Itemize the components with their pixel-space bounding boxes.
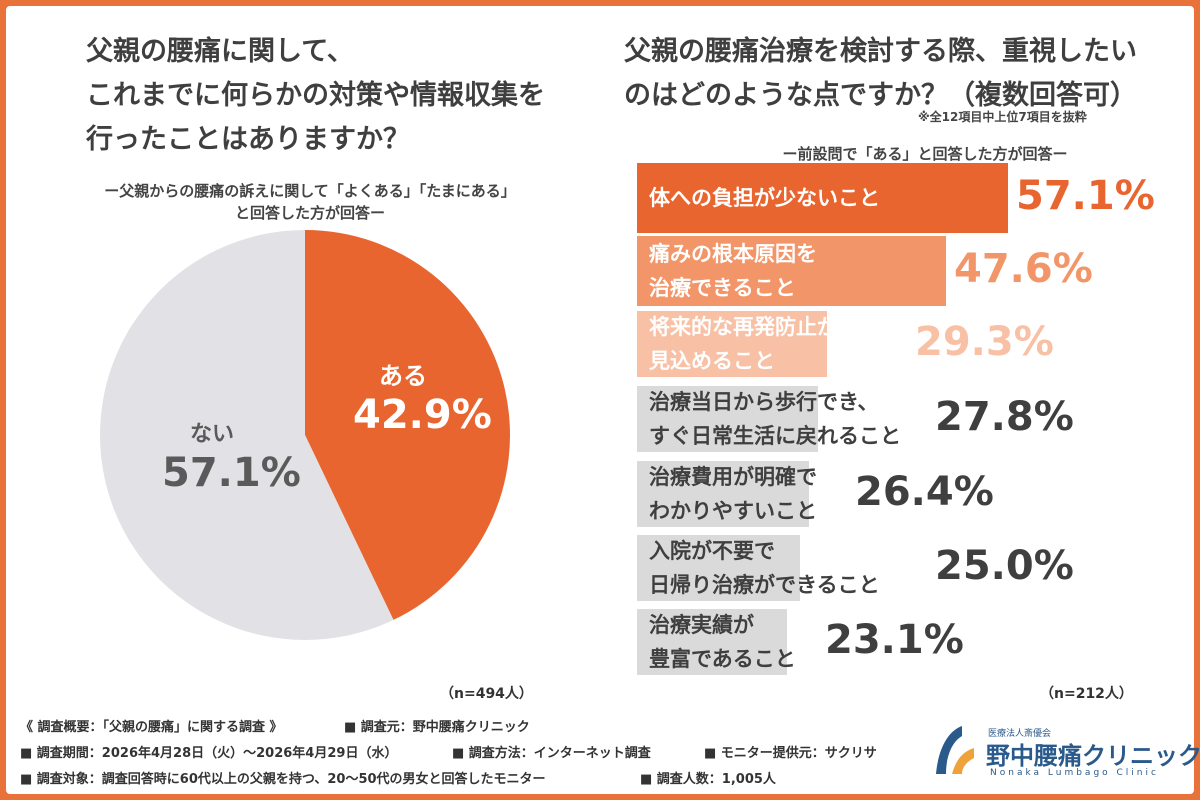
pie-slice-nai: [100, 230, 394, 640]
footer-survey-method: ■ 調査方法：インターネット調査: [452, 746, 651, 761]
bar-label-line: 入院が不要で: [649, 539, 775, 563]
footer-survey-source: ■ 調査元：野中腰痛クリニック: [344, 720, 530, 735]
left-subtitle: ー父親からの腰痛の訴えに関して「よくある」「たまにある」 と回答した方が回答ー: [60, 180, 560, 224]
pie-slice-label: ない: [189, 422, 234, 447]
bar-label-line: 日帰り治療ができること: [649, 573, 880, 597]
bar-label: 痛みの根本原因を 治療できること: [649, 237, 817, 305]
bar-5: [637, 461, 809, 527]
bar-label-line: 治療できること: [649, 276, 796, 300]
bar-label-line: 痛みの根本原因を: [649, 242, 817, 266]
bar-value-label: 29.3%: [915, 319, 1054, 365]
bar-value-label: 47.6%: [954, 246, 1093, 292]
bar-value-label: 25.0%: [935, 543, 1074, 589]
left-subtitle-line: ー父親からの腰痛の訴えに関して「よくある」「たまにある」: [104, 182, 516, 200]
pie-slice-label: ある: [379, 362, 427, 390]
bar-value-label: 23.1%: [825, 617, 964, 663]
bar-label: 将来的な再発防止が 見込めること: [649, 310, 838, 378]
bar-label: 入院が不要で日帰り治療ができること: [649, 534, 880, 602]
bar-label: 治療実績が豊富であること: [649, 608, 796, 676]
clinic-name: 野中腰痛クリニック: [986, 742, 1200, 770]
footer-monitor-provider: ■ モニター提供元：サクリサ: [704, 746, 877, 761]
footer-survey-period: ■ 調査期間：2026年4月28日（火）～2026年4月29日（水）: [20, 746, 398, 761]
left-subtitle-line: と回答した方が回答ー: [234, 204, 385, 222]
right-subtitle: ー前設問で「ある」と回答した方が回答ー: [782, 145, 1068, 163]
left-title-line: これまでに何らかの対策や情報収集を: [86, 80, 545, 111]
bar-value-label: 57.1%: [1016, 173, 1155, 219]
left-sample-size: （n=494人）: [440, 686, 533, 702]
right-title-line: のはどのような点ですか？（複数回答可）: [624, 80, 1137, 111]
right-title-line: 父親の腰痛治療を検討する際、重視したい: [624, 36, 1137, 67]
pie-slice-aru: [305, 230, 511, 620]
bar-2: [637, 236, 946, 306]
bar-label: 治療当日から歩行でき、 すぐ日常生活に戻れること: [649, 385, 901, 453]
right-sample-size: （n=212人）: [1040, 686, 1133, 702]
bar-label-line: 豊富であること: [649, 647, 796, 671]
bar-3: [637, 311, 827, 377]
footer-survey-title: 《 調査概要：「父親の腰痛」に関する調査 》: [20, 720, 283, 735]
footer-survey-target: ■ 調査対象：調査回答時に60代以上の父親を持つ、20～50代の男女と回答したモ…: [20, 772, 546, 787]
bar-label: 治療費用が明確で わかりやすいこと: [649, 460, 817, 528]
bar-4: [637, 386, 818, 452]
bar-label-line: 治療費用が明確で: [649, 465, 817, 489]
bar-label-line: 治療実績が: [649, 613, 754, 637]
left-title-line: 行ったことはありますか？: [86, 124, 410, 155]
right-note: ※全12項目中上位7項目を抜粋: [918, 110, 1087, 124]
bar-6: [637, 535, 800, 601]
pie-chart: [100, 230, 511, 640]
clinic-logo-icon: [936, 726, 974, 774]
bar-label-line: 体への負担が少ないこと: [649, 186, 880, 210]
bar-label-line: 見込めること: [649, 349, 775, 373]
bar-7: [637, 609, 787, 675]
bar-value-label: 26.4%: [855, 469, 994, 515]
bar-label-line: 将来的な再発防止が: [649, 315, 838, 339]
left-title-line: 父親の腰痛に関して、: [86, 36, 354, 67]
left-title: 父親の腰痛に関して、 これまでに何らかの対策や情報収集を 行ったことはありますか…: [86, 30, 545, 162]
bar-value-label: 27.8%: [935, 394, 1074, 440]
bar-label-line: わかりやすいこと: [649, 499, 817, 523]
right-title: 父親の腰痛治療を検討する際、重視したい のはどのような点ですか？（複数回答可）: [624, 30, 1137, 118]
clinic-org-name: 医療法人斎優会: [988, 729, 1052, 739]
bar-label-line: すぐ日常生活に戻れること: [649, 424, 901, 448]
footer-survey-count: ■ 調査人数：1,005人: [640, 772, 776, 787]
bar-label: 体への負担が少ないこと: [649, 181, 880, 215]
bar-1: [637, 163, 1008, 233]
clinic-roman-name: Nonaka Lumbago Clinic: [990, 768, 1159, 778]
bar-label-line: 治療当日から歩行でき、: [649, 390, 879, 414]
